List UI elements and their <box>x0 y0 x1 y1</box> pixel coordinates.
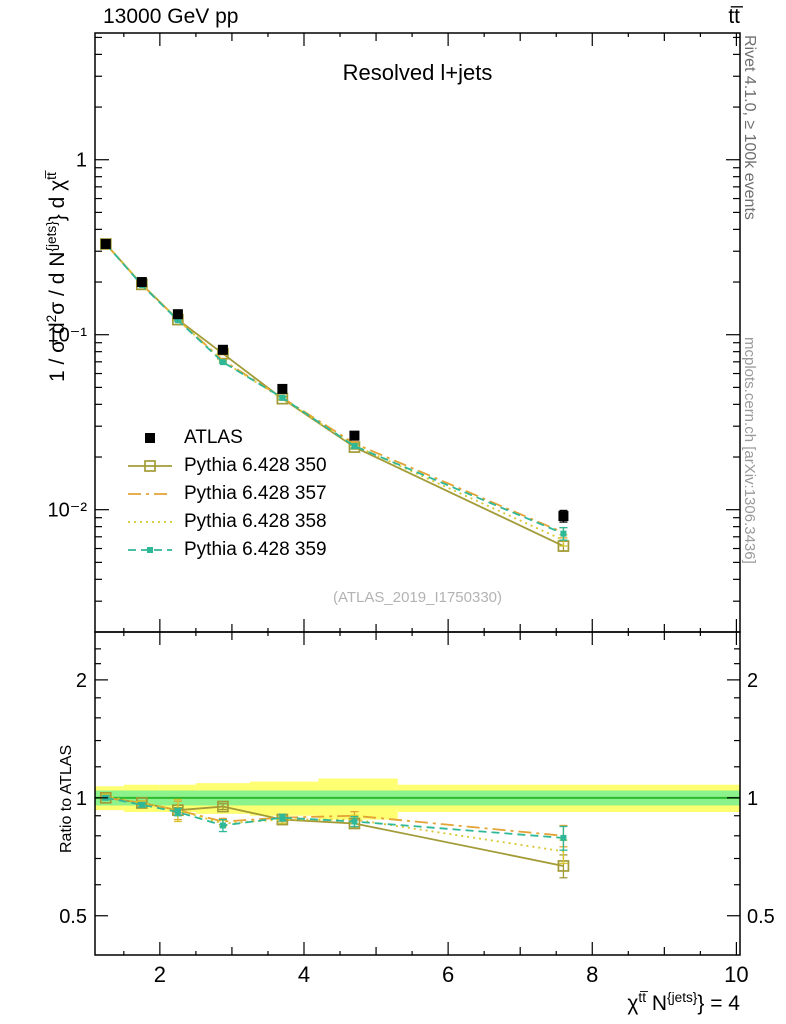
label-segment: 1 / σ d <box>46 322 69 382</box>
ratio-y-axis-label: Ratio to ATLAS <box>58 744 75 853</box>
label-segment: {jets} <box>44 221 59 252</box>
tick-label: 1 <box>76 150 87 172</box>
legend-sample-py358 <box>128 521 172 523</box>
axis-ticks <box>95 33 740 955</box>
legend-sample-py359 <box>128 547 172 553</box>
tick-label: 0.5 <box>59 906 87 928</box>
label-segment: χ <box>627 992 639 1015</box>
plot-title: Resolved l+jets <box>342 60 493 85</box>
legend-label: Pythia 6.428 357 <box>184 483 327 504</box>
tick-label: 0.5 <box>747 906 775 928</box>
label-segment: } <box>46 214 69 222</box>
legend: ATLAS Pythia 6.428 350 Pythia 6.428 357 Pyt… <box>126 424 327 564</box>
process-label: tt̅ <box>728 5 740 28</box>
legend-sample-py357 <box>128 493 172 495</box>
legend-sample-py350 <box>128 460 172 472</box>
tick-label: 1 <box>76 788 87 810</box>
legend-entry-py357: Pythia 6.428 357 <box>126 480 327 508</box>
tick-label: 10⁻² <box>48 500 88 522</box>
tick-label: 10 <box>724 962 748 987</box>
analysis-reference: (ATLAS_2019_I1750330) <box>332 589 502 606</box>
label-segment: = 4 <box>704 992 740 1015</box>
label-segment: 2 <box>44 314 59 323</box>
legend-entry-atlas: ATLAS <box>126 424 327 452</box>
tick-label: 4 <box>298 962 310 987</box>
tick-label: 2 <box>747 670 758 692</box>
beam-energy-label: 13000 GeV pp <box>103 5 239 28</box>
legend-entry-py359: Pythia 6.428 359 <box>126 536 327 564</box>
rivet-version-note: Rivet 4.1.0, ≥ 100k events <box>741 35 758 220</box>
label-segment: tt̅ <box>44 172 59 180</box>
label-segment: {jets} <box>667 990 698 1005</box>
legend-label: ATLAS <box>184 427 243 448</box>
label-segment: σ / d N <box>46 251 69 315</box>
panel-frames <box>94 32 741 956</box>
label-segment: } <box>697 992 705 1015</box>
legend-label: Pythia 6.428 359 <box>184 539 327 560</box>
tick-label: 10⁻¹ <box>48 325 88 347</box>
tick-label: 1 <box>747 788 758 810</box>
legend-sample-atlas <box>145 433 155 443</box>
label-segment: tt̅ <box>638 990 647 1005</box>
tick-label: 2 <box>76 670 87 692</box>
mcplots-citation-note: mcplots.cern.ch [arXiv:1306.3436] <box>741 337 758 564</box>
tick-label: 2 <box>154 962 166 987</box>
main-series-atlas <box>100 238 569 523</box>
main-y-axis-label: 1 / σ d2σ / d N{jets}} d χtt̅ <box>44 172 70 382</box>
x-axis-label: χtt̅ N{jets}} = 4 <box>627 990 740 1016</box>
label-segment: N <box>646 992 668 1015</box>
tick-label: 6 <box>442 962 454 987</box>
legend-label: Pythia 6.428 350 <box>184 455 327 476</box>
tick-labels: 1 10⁻¹ 10⁻² 2 2 1 1 0.5 0.5 2 4 6 8 10 <box>48 150 775 987</box>
label-segment: d χ <box>46 179 69 215</box>
ratio-uncertainty-bands <box>95 778 740 820</box>
legend-label: Pythia 6.428 358 <box>184 511 327 532</box>
legend-entry-py358: Pythia 6.428 358 <box>126 508 327 536</box>
tick-label: 8 <box>586 962 598 987</box>
legend-entry-py350: Pythia 6.428 350 <box>126 452 327 480</box>
